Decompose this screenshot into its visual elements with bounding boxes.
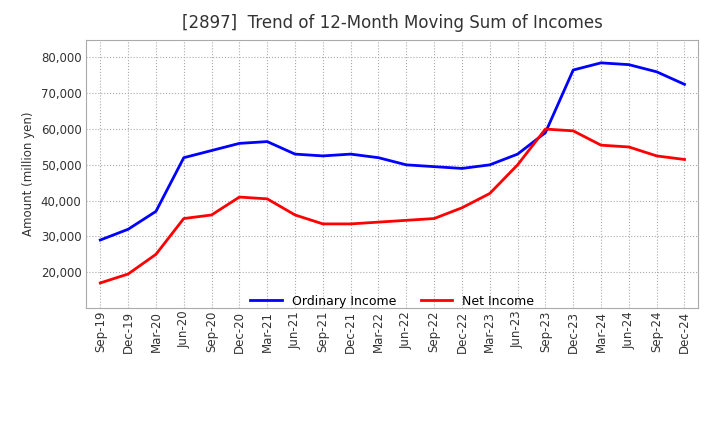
Ordinary Income — [235, 141, 243, 146]
Net Income — [597, 143, 606, 148]
Net Income — [263, 196, 271, 202]
Ordinary Income — [597, 60, 606, 66]
Net Income — [541, 126, 550, 132]
Ordinary Income — [179, 155, 188, 160]
Ordinary Income — [458, 166, 467, 171]
Ordinary Income — [485, 162, 494, 168]
Ordinary Income — [402, 162, 410, 168]
Ordinary Income — [541, 130, 550, 135]
Net Income — [179, 216, 188, 221]
Net Income — [207, 213, 216, 218]
Ordinary Income — [374, 155, 383, 160]
Legend: Ordinary Income, Net Income: Ordinary Income, Net Income — [246, 290, 539, 313]
Ordinary Income — [346, 151, 355, 157]
Ordinary Income — [263, 139, 271, 144]
Net Income — [513, 162, 522, 168]
Y-axis label: Amount (million yen): Amount (million yen) — [22, 112, 35, 236]
Ordinary Income — [624, 62, 633, 67]
Net Income — [485, 191, 494, 196]
Net Income — [346, 221, 355, 227]
Ordinary Income — [430, 164, 438, 169]
Net Income — [430, 216, 438, 221]
Net Income — [124, 271, 132, 277]
Net Income — [152, 252, 161, 257]
Title: [2897]  Trend of 12-Month Moving Sum of Incomes: [2897] Trend of 12-Month Moving Sum of I… — [182, 15, 603, 33]
Net Income — [569, 128, 577, 133]
Net Income — [652, 153, 661, 158]
Ordinary Income — [207, 148, 216, 153]
Ordinary Income — [652, 69, 661, 74]
Net Income — [402, 218, 410, 223]
Net Income — [291, 213, 300, 218]
Ordinary Income — [318, 153, 327, 158]
Net Income — [374, 220, 383, 225]
Net Income — [458, 205, 467, 210]
Line: Ordinary Income: Ordinary Income — [100, 63, 685, 240]
Net Income — [318, 221, 327, 227]
Ordinary Income — [291, 151, 300, 157]
Net Income — [235, 194, 243, 200]
Ordinary Income — [513, 151, 522, 157]
Ordinary Income — [569, 67, 577, 73]
Line: Net Income: Net Income — [100, 129, 685, 283]
Ordinary Income — [124, 227, 132, 232]
Ordinary Income — [152, 209, 161, 214]
Net Income — [624, 144, 633, 150]
Ordinary Income — [680, 82, 689, 87]
Net Income — [96, 280, 104, 286]
Ordinary Income — [96, 237, 104, 242]
Net Income — [680, 157, 689, 162]
